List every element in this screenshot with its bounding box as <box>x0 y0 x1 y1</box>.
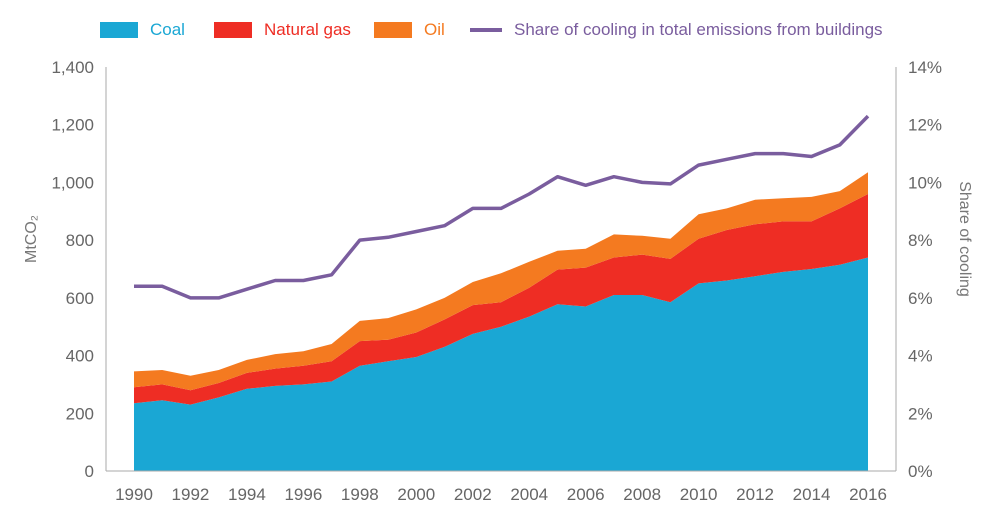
x-tick-label: 2016 <box>849 485 887 504</box>
x-tick-label: 1992 <box>172 485 210 504</box>
tick-labels: 1990 1992 1994 1996 1998 2000 2002 2004 2006 2008… <box>51 58 942 504</box>
y-right-tick-label: 12% <box>908 116 942 135</box>
y-left-tick-label: 200 <box>66 404 94 423</box>
x-tick-label: 1990 <box>115 485 153 504</box>
legend-swatch-coal <box>100 22 138 38</box>
x-tick-label: 1996 <box>284 485 322 504</box>
y-right-tick-label: 10% <box>908 173 942 192</box>
y-left-tick-label: 1,000 <box>51 173 94 192</box>
x-tick-label: 2008 <box>623 485 661 504</box>
x-tick-label: 2006 <box>567 485 605 504</box>
x-tick-label: 1994 <box>228 485 266 504</box>
legend-label-cooling-share: Share of cooling in total emissions from… <box>514 20 883 39</box>
y-left-tick-label: 400 <box>66 347 94 366</box>
y-right-tick-label: 0% <box>908 462 933 481</box>
cooling-share-line-group <box>134 114 870 300</box>
y-right-tick-label: 2% <box>908 404 933 423</box>
x-tick-label: 2000 <box>397 485 435 504</box>
x-tick-label: 2012 <box>736 485 774 504</box>
x-tick-label: 2014 <box>793 485 831 504</box>
x-tick-label: 2004 <box>510 485 548 504</box>
y-left-tick-label: 1,400 <box>51 58 94 77</box>
y-axis-left-title: MtCO₂ <box>23 215 40 263</box>
legend-swatch-oil <box>374 22 412 38</box>
axes <box>105 67 897 472</box>
line-cooling-share <box>134 114 870 300</box>
legend-line-cooling-share <box>470 28 502 32</box>
x-tick-label: 1998 <box>341 485 379 504</box>
legend-label-coal: Coal <box>150 20 185 39</box>
y-axis-right-title: Share of cooling <box>956 181 973 297</box>
x-tick-label: 2010 <box>680 485 718 504</box>
legend-label-oil: Oil <box>424 20 445 39</box>
y-right-tick-label: 4% <box>908 347 933 366</box>
y-right-tick-label: 6% <box>908 289 933 308</box>
legend-item-oil: Oil <box>374 18 445 42</box>
legend-item-coal: Coal <box>100 18 185 42</box>
legend-label-natural-gas: Natural gas <box>264 20 351 39</box>
y-left-tick-label: 1,200 <box>51 116 94 135</box>
y-left-tick-label: 800 <box>66 231 94 250</box>
y-left-tick-label: 0 <box>85 462 94 481</box>
legend-item-natural-gas: Natural gas <box>214 18 351 42</box>
y-right-tick-label: 14% <box>908 58 942 77</box>
legend-swatch-natural-gas <box>214 22 252 38</box>
stacked-areas <box>134 172 868 471</box>
y-left-tick-label: 600 <box>66 289 94 308</box>
area-oil <box>134 172 868 391</box>
legend-item-cooling-share: Share of cooling in total emissions from… <box>470 18 883 42</box>
y-right-tick-label: 8% <box>908 231 933 250</box>
area-coal <box>134 257 868 471</box>
x-tick-label: 2002 <box>454 485 492 504</box>
